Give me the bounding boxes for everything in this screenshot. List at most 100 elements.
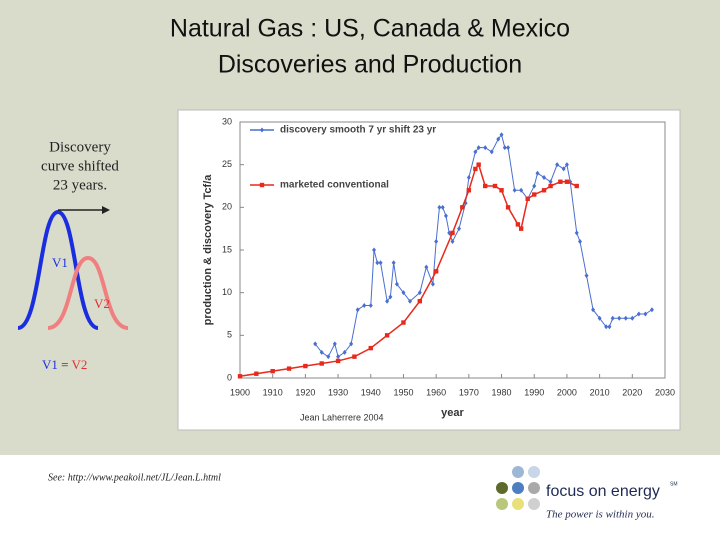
logo-dot xyxy=(528,498,540,510)
data-point xyxy=(604,324,609,330)
data-point xyxy=(535,170,540,176)
logo-name: focus on energy xyxy=(546,483,660,500)
data-point xyxy=(388,294,393,300)
data-point xyxy=(342,349,347,355)
legend-marker xyxy=(260,127,264,133)
data-point xyxy=(430,281,435,287)
data-point xyxy=(378,260,383,266)
data-point xyxy=(505,205,511,210)
data-point xyxy=(391,260,396,266)
data-point xyxy=(384,333,390,338)
x-tick-label: 1930 xyxy=(328,387,348,397)
data-point xyxy=(368,302,373,308)
y-tick-label: 30 xyxy=(222,116,232,126)
logo-dot xyxy=(512,498,524,510)
data-point xyxy=(368,345,373,351)
x-tick-label: 1970 xyxy=(459,387,479,397)
data-point xyxy=(417,299,423,304)
data-point xyxy=(424,264,429,270)
diagram-caption: Discovery xyxy=(49,139,111,155)
y-tick-label: 15 xyxy=(222,244,232,254)
curve-v2 xyxy=(47,255,129,330)
equation-v1: V1 xyxy=(42,357,58,372)
data-point xyxy=(372,247,377,253)
shift-arrow-head xyxy=(102,206,110,214)
series-line xyxy=(314,133,653,358)
footer xyxy=(0,455,720,540)
x-tick-label: 2020 xyxy=(622,387,642,397)
equation-sign: = xyxy=(61,357,68,372)
data-point xyxy=(525,196,530,201)
x-tick-label: 1980 xyxy=(492,387,512,397)
data-point xyxy=(499,188,504,193)
data-point xyxy=(542,174,547,180)
data-point xyxy=(473,149,478,155)
data-point xyxy=(578,238,582,244)
data-point xyxy=(466,174,471,180)
data-point xyxy=(574,183,579,189)
curve-v1 xyxy=(17,209,99,330)
data-point xyxy=(483,145,488,151)
logo-dot xyxy=(528,466,540,478)
source-note: See: http://www.peakoil.net/JL/Jean.L.ht… xyxy=(48,472,221,483)
data-point xyxy=(313,341,318,347)
data-point xyxy=(352,354,357,359)
data-point xyxy=(518,226,524,231)
data-point xyxy=(564,179,570,184)
data-point xyxy=(561,166,566,172)
data-point xyxy=(584,273,589,279)
data-point xyxy=(515,222,521,227)
data-point xyxy=(607,324,612,330)
data-point xyxy=(417,290,422,296)
data-point xyxy=(457,226,462,232)
data-point xyxy=(519,187,524,193)
x-tick-label: 2030 xyxy=(655,387,675,397)
equation: V1 = V2 xyxy=(42,357,87,372)
data-point xyxy=(617,315,622,321)
data-point xyxy=(408,298,412,304)
data-point xyxy=(496,136,501,142)
x-tick-label: 1960 xyxy=(426,387,446,397)
data-point xyxy=(532,192,537,197)
x-tick-label: 1900 xyxy=(230,387,250,397)
data-point xyxy=(349,341,354,347)
data-point xyxy=(401,290,406,296)
data-point xyxy=(564,162,569,168)
data-point xyxy=(558,179,563,184)
data-point xyxy=(447,230,452,236)
data-point xyxy=(482,183,488,189)
data-point xyxy=(636,311,641,317)
logo: focus on energy SM The power is within y… xyxy=(496,466,678,521)
x-tick-label: 1920 xyxy=(295,387,315,397)
data-point xyxy=(512,187,517,193)
data-point xyxy=(643,311,648,317)
data-point xyxy=(440,204,445,210)
x-tick-label: 2000 xyxy=(557,387,577,397)
x-tick-label: 1910 xyxy=(263,387,283,397)
legend-marker xyxy=(259,182,265,188)
x-tick-label: 2010 xyxy=(590,387,610,397)
data-point xyxy=(591,307,596,313)
data-point xyxy=(555,162,560,168)
data-point xyxy=(649,307,654,313)
data-point xyxy=(254,371,259,376)
logo-mark: SM xyxy=(670,481,678,487)
logo-tagline: The power is within you. xyxy=(546,509,654,521)
data-point xyxy=(532,183,537,189)
y-tick-label: 0 xyxy=(227,372,232,382)
legend-label: discovery smooth 7 yr shift 23 yr xyxy=(280,125,436,136)
data-point xyxy=(597,315,602,321)
chart-credit: Jean Laherrere 2004 xyxy=(300,412,384,422)
data-point xyxy=(335,358,341,364)
data-point xyxy=(450,238,455,244)
data-point xyxy=(502,145,507,151)
data-point xyxy=(548,179,553,185)
data-point xyxy=(450,230,455,236)
logo-dot xyxy=(496,498,508,510)
data-point xyxy=(303,363,308,369)
data-point xyxy=(355,307,360,313)
data-point xyxy=(394,281,399,287)
data-point xyxy=(541,188,547,193)
data-point xyxy=(473,166,478,172)
y-tick-label: 25 xyxy=(222,159,232,169)
